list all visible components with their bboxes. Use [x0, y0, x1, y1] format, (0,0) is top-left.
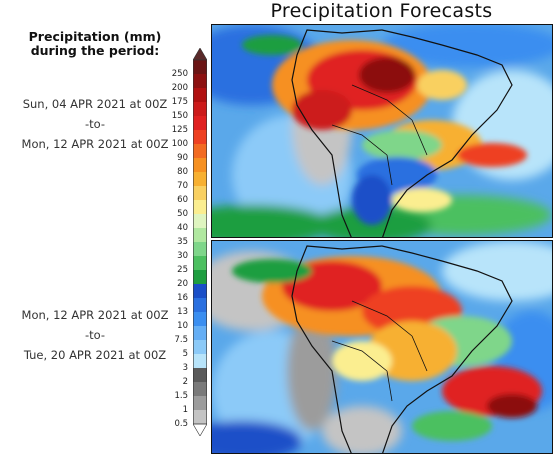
colorbar-tick-label: 30	[177, 251, 188, 261]
colorbar-swatch	[193, 88, 207, 103]
colorbar-swatch	[193, 256, 207, 271]
colorbar-tick-label: 10	[177, 321, 188, 331]
colorbar-swatch	[193, 144, 207, 159]
colorbar-tick-label: 90	[177, 153, 188, 163]
period-1-label: Sun, 04 APR 2021 at 00Z -to- Mon, 12 APR…	[0, 94, 190, 154]
colorbar-bottom-arrow	[193, 423, 207, 436]
colorbar-swatch	[193, 158, 207, 173]
colorbar-swatch	[193, 298, 207, 313]
legend-title-line1: Precipitation (mm)	[28, 29, 162, 44]
period-2-separator: -to-	[84, 328, 106, 342]
colorbar-swatch	[193, 368, 207, 383]
colorbar-top-arrow	[193, 48, 207, 61]
colorbar-swatch	[193, 354, 207, 369]
colorbar-swatch	[193, 60, 207, 75]
colorbar-swatch	[193, 200, 207, 215]
colorbar-tick-label: 50	[177, 209, 188, 219]
colorbar-tick-labels: 250 200 175 150 125 100 90 80 70 60 50 40 35 30 25 20 16…	[160, 0, 188, 454]
colorbar-tick-label: 2	[182, 377, 188, 387]
colorbar-swatch	[193, 214, 207, 229]
colorbar-swatch	[193, 130, 207, 145]
colorbar-swatch	[193, 270, 207, 285]
colorbar-swatch	[193, 102, 207, 117]
colorbar-tick-label: 0.5	[174, 419, 188, 429]
colorbar-swatch	[193, 172, 207, 187]
colorbar-tick-label: 200	[171, 83, 188, 93]
colorbar-swatch	[193, 242, 207, 257]
colorbar-tick-label: 16	[177, 293, 188, 303]
colorbar-tick-label: 250	[171, 69, 188, 79]
colorbar-tick-label: 80	[177, 167, 188, 177]
period-2-start: Mon, 12 APR 2021 at 00Z	[21, 308, 169, 322]
colorbar-swatch	[193, 340, 207, 355]
colorbar-swatch	[193, 284, 207, 299]
chart-title: Precipitation Forecasts	[270, 0, 493, 22]
colorbar-tick-label: 1.5	[174, 391, 188, 401]
colorbar-tick-label: 5	[182, 349, 188, 359]
period-1-start: Sun, 04 APR 2021 at 00Z	[22, 97, 168, 111]
legend-title: Precipitation (mm) during the period:	[0, 30, 190, 58]
colorbar-swatch	[193, 74, 207, 89]
colorbar-tick-label: 175	[171, 97, 188, 107]
forecast-map-period-1	[211, 24, 553, 238]
colorbar	[193, 48, 207, 436]
period-1-separator: -to-	[84, 117, 106, 131]
colorbar-swatch	[193, 410, 207, 425]
colorbar-swatch	[193, 186, 207, 201]
forecast-map-period-2	[211, 240, 553, 454]
period-1-end: Mon, 12 APR 2021 at 00Z	[21, 137, 169, 151]
colorbar-swatch	[193, 228, 207, 243]
colorbar-tick-label: 125	[171, 125, 188, 135]
colorbar-swatch	[193, 382, 207, 397]
colorbar-tick-label: 150	[171, 111, 188, 121]
colorbar-tick-label: 7.5	[174, 335, 188, 345]
colorbar-tick-label: 70	[177, 181, 188, 191]
colorbar-swatch	[193, 116, 207, 131]
colorbar-tick-label: 25	[177, 265, 188, 275]
colorbar-tick-label: 100	[171, 139, 188, 149]
legend-title-line2: during the period:	[30, 43, 160, 58]
colorbar-tick-label: 40	[177, 223, 188, 233]
colorbar-tick-label: 35	[177, 237, 188, 247]
colorbar-tick-label: 1	[182, 405, 188, 415]
period-2-end: Tue, 20 APR 2021 at 00Z	[23, 348, 167, 362]
colorbar-swatch	[193, 312, 207, 327]
colorbar-swatch	[193, 326, 207, 341]
colorbar-tick-label: 3	[182, 363, 188, 373]
period-2-label: Mon, 12 APR 2021 at 00Z -to- Tue, 20 APR…	[0, 305, 190, 365]
colorbar-swatch	[193, 396, 207, 411]
colorbar-tick-label: 60	[177, 195, 188, 205]
colorbar-tick-label: 13	[177, 307, 188, 317]
colorbar-tick-label: 20	[177, 279, 188, 289]
